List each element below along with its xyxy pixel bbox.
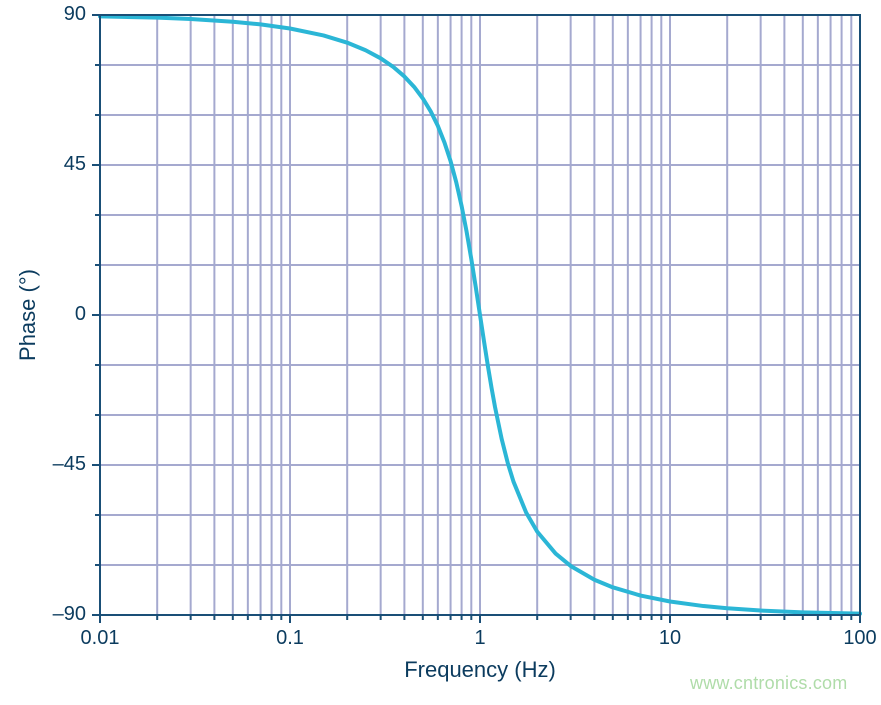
x-axis-label: Frequency (Hz) [404, 657, 556, 683]
x-tick-label: 10 [659, 627, 681, 650]
y-tick-label: 0 [75, 303, 86, 326]
x-tick-label: 0.1 [276, 627, 304, 650]
y-tick-label: –45 [53, 453, 86, 476]
y-axis-label: Phase (°) [15, 269, 41, 361]
y-tick-label: –90 [53, 603, 86, 626]
y-tick-label: 45 [64, 153, 86, 176]
x-tick-label: 0.01 [81, 627, 120, 650]
watermark-text: www.cntronics.com [690, 673, 847, 694]
y-tick-label: 90 [64, 3, 86, 26]
x-tick-label: 1 [474, 627, 485, 650]
phase-vs-frequency-chart [0, 0, 881, 705]
x-tick-label: 100 [843, 627, 876, 650]
